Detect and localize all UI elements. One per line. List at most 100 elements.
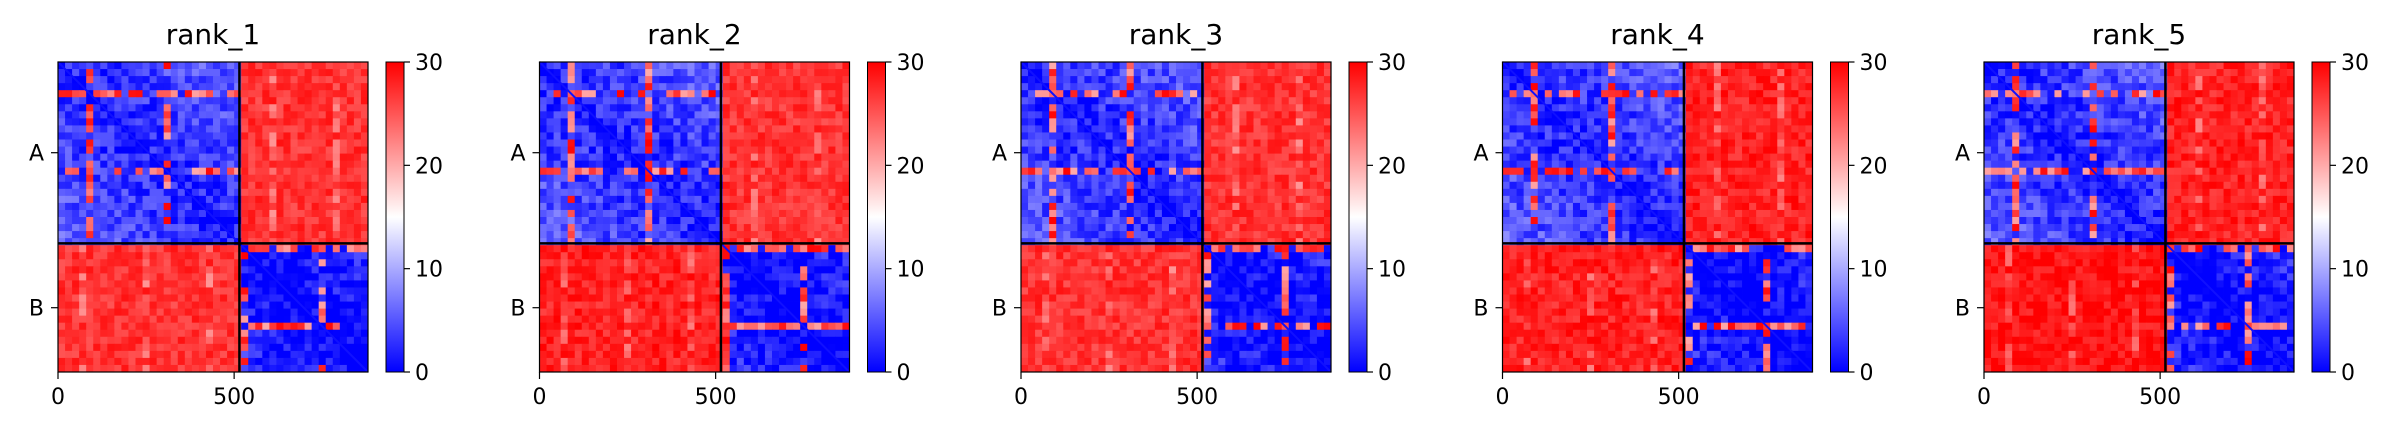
heatmap-cell (114, 209, 122, 218)
heatmap-cell (546, 231, 554, 239)
heatmap-cell (1316, 90, 1325, 98)
heatmap-cell (198, 104, 207, 112)
heatmap-cell (360, 181, 369, 190)
heatmap-cell (184, 350, 193, 359)
heatmap-cell (821, 90, 829, 98)
heatmap-cell (715, 160, 724, 169)
heatmap-cell (1161, 224, 1170, 232)
heatmap-cell (262, 259, 270, 267)
heatmap-cell (736, 231, 745, 239)
heatmap-cell (842, 287, 850, 295)
heatmap-cell (227, 139, 235, 147)
heatmap-cell (100, 294, 108, 302)
heatmap-cell (220, 259, 228, 267)
heatmap-cell (339, 132, 348, 140)
heatmap-cell (304, 224, 313, 232)
heatmap-cell (609, 195, 618, 204)
heatmap-cell (652, 224, 660, 232)
heatmap-cell (1260, 181, 1268, 190)
heatmap-cell (708, 132, 717, 140)
heatmap-cell (645, 69, 653, 77)
heatmap-cell (1084, 83, 1092, 91)
heatmap-cell (205, 90, 214, 98)
heatmap-cell (687, 301, 695, 309)
heatmap-cell (757, 238, 766, 246)
heatmap-cell (1239, 118, 1247, 126)
heatmap-cell (624, 76, 632, 84)
heatmap-cell (539, 287, 547, 295)
heatmap-cell (842, 301, 850, 309)
heatmap-cell (318, 202, 327, 211)
heatmap-cell (1098, 111, 1106, 119)
heatmap-cell (1267, 76, 1276, 84)
heatmap-cell (318, 132, 327, 140)
heatmap-cell (121, 195, 129, 204)
heatmap-cell (269, 97, 277, 105)
heatmap-cell (602, 174, 611, 183)
heatmap-cell (304, 350, 313, 359)
heatmap-cell (1176, 188, 1184, 197)
heatmap-cell (645, 301, 653, 309)
heatmap-cell (297, 231, 305, 239)
heatmap-cell (1049, 104, 1057, 112)
heatmap-cell (241, 139, 249, 147)
heatmap-cell (1126, 181, 1135, 190)
heatmap-cell (1246, 217, 1254, 225)
heatmap-cell (1309, 202, 1318, 211)
heatmap-cell (198, 90, 207, 98)
heatmap-cell (1091, 231, 1099, 239)
heatmap-cell (1147, 90, 1156, 98)
heatmap-cell (673, 97, 681, 105)
heatmap-cell (652, 83, 660, 91)
heatmap-cell (546, 364, 554, 373)
heatmap-cell (1239, 97, 1247, 105)
heatmap-cell (346, 125, 355, 133)
heatmap-cell (79, 357, 87, 366)
heatmap-cell (86, 153, 94, 162)
heatmap-cell (353, 97, 362, 105)
heatmap-cell (786, 111, 794, 119)
heatmap-cell (539, 195, 547, 204)
heatmap-cell (666, 336, 674, 345)
heatmap-cell (1168, 167, 1177, 176)
heatmap-cell (1035, 202, 1043, 211)
heatmap-cell (764, 224, 773, 232)
heatmap-cell (567, 181, 576, 190)
heatmap-cell (156, 308, 165, 317)
heatmap-cell (617, 104, 625, 112)
heatmap-cell (65, 111, 73, 119)
heatmap-cell (1302, 174, 1311, 183)
heatmap-cell (1049, 62, 1057, 70)
heatmap-cell (248, 188, 256, 197)
heatmap-cell (163, 132, 172, 140)
heatmap-cell (1035, 97, 1043, 105)
heatmap-cell (72, 146, 80, 154)
heatmap-cell (93, 315, 101, 324)
heatmap-cell (93, 280, 101, 288)
heatmap-cell (191, 315, 200, 324)
heatmap-cell (1225, 167, 1233, 176)
heatmap-cell (58, 104, 66, 112)
heatmap-cell (793, 280, 801, 288)
heatmap-cell (701, 90, 709, 98)
heatmap-cell (1021, 195, 1029, 204)
heatmap-cell (743, 181, 752, 190)
heatmap-cell (283, 238, 291, 246)
heatmap-cell (248, 195, 256, 204)
heatmap-cell (764, 202, 773, 211)
heatmap-cell (1232, 224, 1240, 232)
heatmap-cell (715, 329, 724, 338)
heatmap-cell (79, 111, 87, 119)
heatmap-cell (1056, 188, 1064, 197)
heatmap-cell (360, 252, 369, 260)
heatmap-cell (1133, 111, 1142, 119)
heatmap-cell (722, 188, 731, 197)
heatmap-cell (807, 287, 815, 295)
heatmap-cell (86, 287, 94, 295)
heatmap-cell (800, 273, 808, 281)
heatmap-cell (262, 118, 270, 126)
heatmap-cell (729, 357, 738, 366)
heatmap-cell (100, 188, 108, 197)
heatmap-cell (1147, 104, 1156, 112)
heatmap-cell (835, 111, 843, 119)
